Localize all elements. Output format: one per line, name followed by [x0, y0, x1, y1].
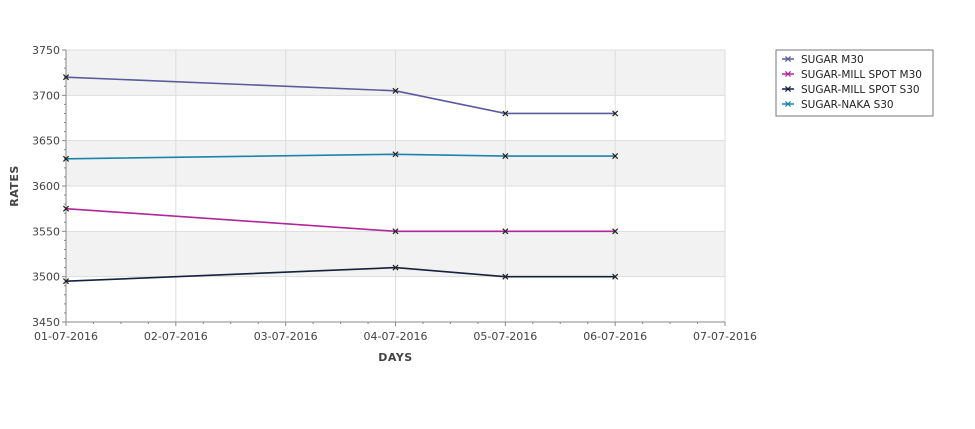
y-tick-label: 3750	[32, 44, 60, 57]
x-tick-label: 07-07-2016	[693, 330, 757, 343]
data-point	[62, 205, 70, 212]
data-point	[62, 278, 70, 285]
data-point	[502, 153, 509, 160]
data-point	[392, 264, 399, 271]
x-tick-label: 04-07-2016	[364, 330, 428, 343]
x-axis-title: DAYS	[378, 351, 412, 364]
x-tick-label: 05-07-2016	[473, 330, 537, 343]
series-line	[65, 207, 616, 233]
marker-stroke	[612, 153, 619, 160]
data-point	[612, 110, 619, 117]
x-axis-ticks: 01-07-2016 02-07-2016 03-07-2016 04-07-2016…	[34, 330, 757, 343]
y-tick-label: 3450	[32, 316, 60, 329]
data-point	[502, 110, 509, 117]
marker-stroke	[612, 110, 619, 117]
y-tick-label: 3600	[32, 180, 60, 193]
legend-item: SUGAR M30	[782, 54, 864, 66]
x-tick-label: 01-07-2016	[34, 330, 98, 343]
data-point	[502, 228, 509, 235]
series-1	[62, 205, 619, 235]
data-point	[392, 228, 399, 235]
marker-stroke	[392, 151, 399, 158]
data-point	[392, 87, 399, 94]
series-2	[62, 264, 619, 285]
legend-item: SUGAR-MILL SPOT M30	[782, 69, 922, 81]
legend-marker	[784, 55, 792, 63]
marker-stroke	[62, 205, 70, 212]
series-line	[65, 76, 616, 115]
x-tick-label: 03-07-2016	[254, 330, 318, 343]
data-point	[612, 228, 619, 235]
marker-stroke	[612, 273, 619, 280]
y-tick-label: 3550	[32, 225, 60, 238]
marker-stroke	[392, 228, 399, 235]
series-line	[65, 153, 616, 160]
legend-marker	[784, 70, 792, 78]
series-0	[62, 74, 619, 117]
series-line	[65, 266, 616, 282]
marker-stroke	[784, 85, 792, 93]
marker-stroke	[62, 155, 70, 162]
legend-label: SUGAR-MILL SPOT S30	[801, 84, 920, 96]
legend-item: SUGAR-NAKA S30	[782, 99, 894, 111]
y-axis-title: RATES	[8, 165, 21, 207]
legend-box	[775, 49, 934, 117]
legend-marker	[784, 100, 792, 108]
axes	[62, 49, 726, 326]
y-tick-label: 3500	[32, 271, 60, 284]
marker-stroke	[612, 228, 619, 235]
marker-stroke	[502, 110, 509, 117]
marker-stroke	[502, 228, 509, 235]
data-point	[62, 155, 70, 162]
marker-stroke	[62, 74, 70, 81]
marker-stroke	[502, 273, 509, 280]
series-lines	[62, 74, 619, 285]
x-tick-label: 06-07-2016	[583, 330, 647, 343]
marker-stroke	[392, 87, 399, 94]
data-point	[612, 273, 619, 280]
data-point	[392, 151, 399, 158]
data-point	[502, 273, 509, 280]
y-axis-ticks: 3450 3500 3550 3600 3650 3700 3750	[32, 44, 60, 329]
y-tick-label: 3700	[32, 89, 60, 102]
legend-label: SUGAR-NAKA S30	[801, 99, 894, 111]
legend-label: SUGAR-MILL SPOT M30	[801, 69, 922, 81]
series-3	[62, 151, 619, 162]
legend-label: SUGAR M30	[801, 54, 864, 66]
data-point	[612, 153, 619, 160]
y-tick-label: 3650	[32, 135, 60, 148]
legend: SUGAR M30 SUGAR-MILL SPOT M30 SUGAR-MILL S…	[775, 49, 934, 117]
x-tick-label: 02-07-2016	[144, 330, 208, 343]
marker-stroke	[62, 278, 70, 285]
legend-item: SUGAR-MILL SPOT S30	[782, 84, 920, 96]
marker-stroke	[784, 70, 792, 78]
marker-stroke	[784, 100, 792, 108]
marker-stroke	[784, 55, 792, 63]
marker-stroke	[392, 264, 399, 271]
marker-stroke	[502, 153, 509, 160]
legend-marker	[784, 85, 792, 93]
data-point	[62, 74, 70, 81]
